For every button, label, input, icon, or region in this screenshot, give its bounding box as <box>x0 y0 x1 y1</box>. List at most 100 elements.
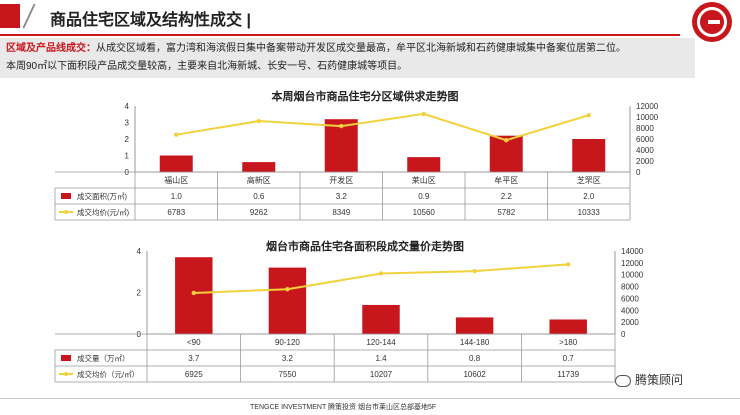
chart1-ytick-right: 2000 <box>636 157 654 166</box>
chart1-line-point <box>586 112 591 118</box>
chart1-category-label: 开发区 <box>329 175 353 185</box>
chart1-bar-value-label: 3.2 <box>336 192 348 201</box>
chart1-legend-bar-swatch <box>61 193 71 199</box>
chart2-bar <box>175 257 213 334</box>
header: 商品住宅区域及结构性成交 | <box>0 0 740 42</box>
chart1-category-label: 牟平区 <box>494 175 518 185</box>
chart2-line-value-label: 11739 <box>557 370 579 379</box>
chart2-line-point <box>378 271 384 276</box>
chart1-bar <box>159 155 193 172</box>
chart1-line-series <box>176 112 590 142</box>
footer: TENGCE INVESTMENT 腾策投资 烟台市莱山区总部基地5F <box>0 398 740 415</box>
chart2-bar <box>268 267 307 334</box>
chart1-bar-value-label: 2.0 <box>583 192 595 201</box>
chart2-line-value-label: 6925 <box>185 370 203 379</box>
chart2-line-point <box>191 290 196 296</box>
chart1-line-point <box>504 137 509 143</box>
chart2-title: 烟台市商品住宅各面积段成交量价走势图 <box>266 241 464 253</box>
chart1-legend-line-dot <box>64 210 68 214</box>
chart2-bar-value-label: 0.8 <box>469 354 481 363</box>
header-accent-bar <box>0 4 20 28</box>
chart2-bar <box>362 304 400 334</box>
chart2-ytick-right: 0 <box>621 330 626 339</box>
chart1-line-point <box>339 123 344 129</box>
chart1-bar-value-label: 0.9 <box>418 192 430 201</box>
chart2-category-label: >180 <box>559 338 578 347</box>
chart2-ytick-right: 12000 <box>621 259 644 268</box>
chart2-category-label: 144-180 <box>460 338 490 347</box>
chart1-ytick-right: 6000 <box>636 135 654 144</box>
chart1-line-value-label: 5782 <box>497 208 515 217</box>
chart2-line-point <box>285 287 290 292</box>
chart1-line-value-label: 9262 <box>250 208 268 217</box>
chart1-category-label: 高新区 <box>247 175 271 185</box>
header-slash-decoration <box>22 4 54 28</box>
chart2-line-value-label: 10207 <box>370 370 393 379</box>
chart1-line-point <box>421 111 426 117</box>
chart1-bar <box>242 162 276 172</box>
page-title: 商品住宅区域及结构性成交 | <box>50 12 251 29</box>
chart2-bar-value-label: 0.7 <box>563 354 575 363</box>
footer-brand-name: 腾策顾问 <box>635 373 684 387</box>
chart1-category-label: 莱山区 <box>412 175 436 185</box>
chart1-bar-value-label: 0.6 <box>253 192 265 201</box>
chart1-ytick-left: 3 <box>125 119 130 128</box>
area-segment-chart: 0 2 4 0 2000 4000 6000 8000 10000 12000 14000 <90 90… <box>54 247 644 383</box>
chart1-category-label: 福山区 <box>164 175 188 185</box>
chart2-category-label: 120-144 <box>366 338 396 347</box>
chart1-ytick-right: 10000 <box>636 113 659 122</box>
chart1-ytick-left: 0 <box>125 168 130 177</box>
chart1-category-label: 芝罘区 <box>577 175 601 185</box>
chart2-category-label: 90-120 <box>275 338 300 347</box>
chart2-ytick-right: 6000 <box>621 294 639 303</box>
chart2-ytick-right: 4000 <box>621 306 639 315</box>
chart1-bar-value-label: 2.2 <box>501 192 513 201</box>
chart2-ytick-right: 14000 <box>621 247 644 256</box>
chart2-ytick-right: 10000 <box>621 271 644 280</box>
chart1-line-value-label: 10333 <box>578 208 601 217</box>
chart2-line-series <box>193 263 569 294</box>
summary-text-1: 从成交区域看，富力湾和海滨假日集中备案带动开发区成交量最高，牟平区北海新城和石药… <box>96 43 626 54</box>
chart2-legend-bar-label: 成交量（万㎡） <box>77 353 130 363</box>
chart2-line-value-label: 10602 <box>463 370 486 379</box>
chart1-ytick-right: 12000 <box>636 102 659 111</box>
footer-text: TENGCE INVESTMENT 腾策投资 烟台市莱山区总部基地5F <box>250 404 437 411</box>
chart1-line-value-label: 6783 <box>167 208 185 217</box>
summary-line-2: 本周90㎡以下面积段产品成交量较高，主要来自北海新城、长安一号、石药健康城等项目… <box>6 61 408 72</box>
chart1-title: 本周烟台市商品住宅分区域供求走势图 <box>271 91 459 103</box>
chart1-line-point <box>256 118 261 124</box>
chart1-legend-bar-label: 成交面积(万㎡) <box>77 191 127 201</box>
chart1-bar <box>407 157 441 172</box>
summary-box: 区域及产品线成交：从成交区域看，富力湾和海滨假日集中备案带动开发区成交量最高，牟… <box>0 38 695 78</box>
chart1-bar <box>572 139 606 172</box>
chart1-line-value-label: 10560 <box>413 208 436 217</box>
chart1-ytick-right: 0 <box>636 168 641 177</box>
footer-brand: 腾策顾问 <box>615 371 683 388</box>
summary-line-1: 区域及产品线成交：从成交区域看，富力湾和海滨假日集中备案带动开发区成交量最高，牟… <box>6 40 689 58</box>
chart1-ytick-left: 2 <box>125 135 130 144</box>
chart2-ytick-right: 8000 <box>621 283 639 292</box>
chart1-bar-value-label: 1.0 <box>171 192 183 201</box>
chart1-line-point <box>174 132 179 137</box>
chart2-ytick-left: 0 <box>137 330 142 339</box>
chart2-category-label: <90 <box>187 338 201 347</box>
district-chart: 0 1 2 3 4 0 2000 4000 6000 8000 10000 12000 福山区 高新区 开发… <box>54 102 659 221</box>
chart2-legend-bar-swatch <box>61 355 71 361</box>
wechat-icon <box>615 374 631 387</box>
chart2-bar <box>549 319 587 334</box>
chart2-bar-value-label: 1.4 <box>375 354 387 363</box>
chart2-bar-value-label: 3.2 <box>282 354 294 363</box>
chart2-line-point <box>566 262 571 267</box>
company-logo <box>692 2 732 42</box>
chart2-ytick-left: 4 <box>137 247 142 256</box>
chart1-ytick-left: 4 <box>125 102 130 111</box>
chart2-ytick-left: 2 <box>137 289 142 298</box>
chart1-ytick-right: 4000 <box>636 146 654 155</box>
chart2-legend-line-dot <box>64 372 68 376</box>
chart2-line-value-label: 7550 <box>279 370 297 379</box>
summary-label: 区域及产品线成交： <box>6 43 96 54</box>
header-divider <box>0 34 680 36</box>
chart2-ytick-right: 2000 <box>621 318 639 327</box>
chart2-bar <box>455 317 494 334</box>
chart1-line-value-label: 8349 <box>332 208 350 217</box>
